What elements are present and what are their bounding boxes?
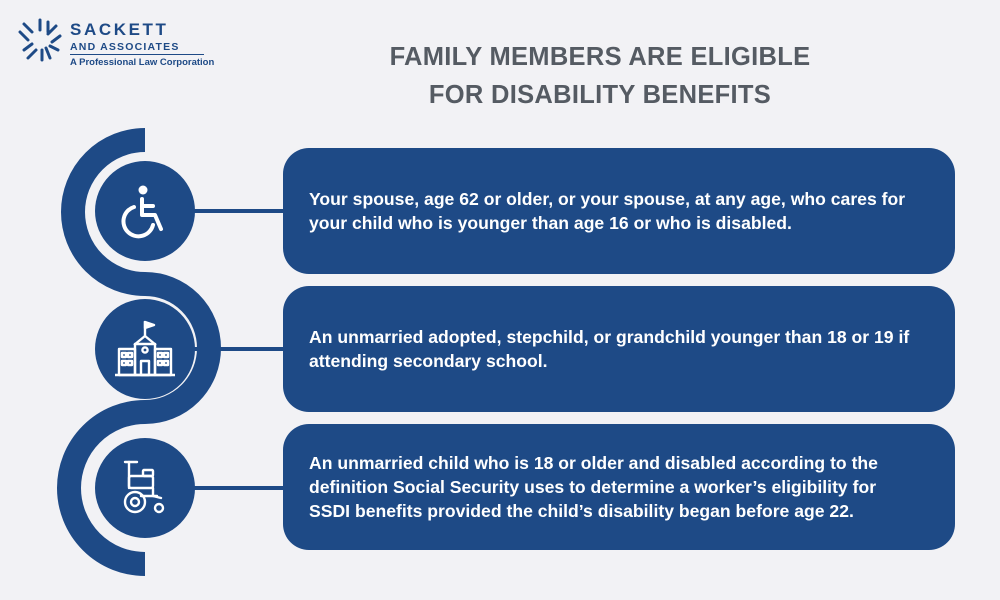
logo-divider <box>70 54 204 55</box>
wheelchair-icon <box>121 185 163 239</box>
logo: SACKETT AND ASSOCIATES A Professional La… <box>14 14 214 70</box>
logo-mark-icon <box>18 18 62 62</box>
card-text: Your spouse, age 62 or older, or your sp… <box>309 189 906 233</box>
eligibility-card-2: An unmarried adopted, stepchild, or gran… <box>283 286 955 412</box>
icon-circle-1 <box>95 161 195 261</box>
school-building-icon <box>115 320 175 377</box>
page-title: FAMILY MEMBERS ARE ELIGIBLE FOR DISABILI… <box>330 38 870 114</box>
icon-circle-3 <box>95 438 195 538</box>
icon-circle-2 <box>95 299 195 399</box>
card-text: An unmarried adopted, stepchild, or gran… <box>309 327 910 371</box>
title-line-1: FAMILY MEMBERS ARE ELIGIBLE <box>389 43 811 71</box>
title-line-2: FOR DISABILITY BENEFITS <box>428 81 772 109</box>
power-wheelchair-icon <box>123 460 165 514</box>
eligibility-card-3: An unmarried child who is 18 or older an… <box>283 424 955 550</box>
logo-tagline: A Professional Law Corporation <box>70 57 215 68</box>
eligibility-card-1: Your spouse, age 62 or older, or your sp… <box>283 148 955 274</box>
card-text: An unmarried child who is 18 or older an… <box>309 453 878 521</box>
logo-subtitle: AND ASSOCIATES <box>70 41 180 53</box>
logo-name: SACKETT <box>70 20 169 39</box>
